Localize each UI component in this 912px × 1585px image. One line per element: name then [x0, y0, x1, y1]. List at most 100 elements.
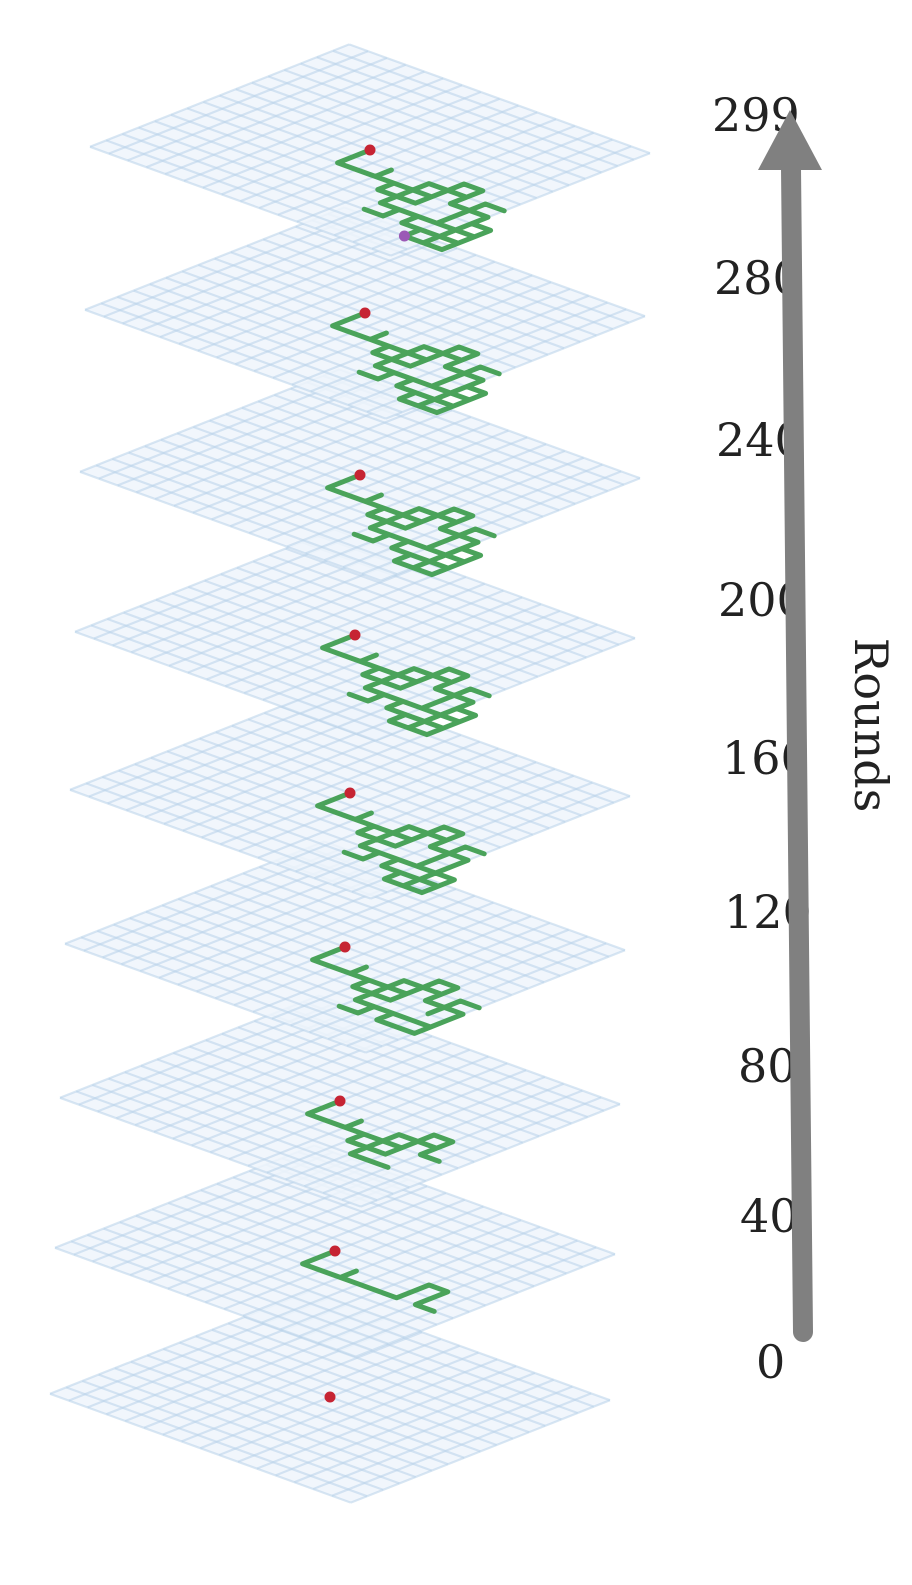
grid-line [262, 238, 565, 350]
grid-line [221, 1032, 524, 1144]
start-dot [364, 144, 376, 156]
grid-line [236, 566, 539, 678]
grid-line [205, 1039, 507, 1151]
grid-line [348, 43, 651, 155]
rounds-arrow-shaft [781, 158, 813, 1342]
grid-line [237, 1026, 540, 1138]
grid-line [210, 885, 512, 997]
grid-line [295, 767, 556, 873]
grid-line [228, 1055, 489, 1161]
start-dot [354, 469, 366, 481]
grid-line [360, 1103, 621, 1208]
grid-line [235, 88, 537, 200]
grid-layer-299 [89, 43, 651, 257]
grid-line [257, 754, 518, 859]
grid-line [253, 267, 514, 373]
walk-path [310, 944, 482, 1036]
grid-line [293, 1378, 555, 1484]
grid-line [355, 1253, 616, 1358]
grid-line [84, 206, 345, 311]
grid-layer-280 [84, 206, 646, 420]
grid-line [248, 429, 509, 535]
grid-line [267, 75, 570, 187]
grid-line [261, 1219, 522, 1324]
grid-line [312, 1385, 573, 1491]
grid-line [277, 111, 538, 216]
grid-line [296, 118, 557, 223]
grid-layer-200 [74, 528, 636, 742]
grid-line [246, 244, 549, 356]
grid-line [285, 1075, 546, 1181]
grid-line [262, 596, 523, 701]
start-dot [349, 629, 361, 641]
grid-line [247, 1062, 508, 1167]
grid-line [256, 1365, 517, 1470]
grid-line [211, 1328, 514, 1440]
grid-line [285, 547, 587, 659]
end-dot [398, 230, 410, 242]
grid-line [243, 589, 504, 695]
grid-line [275, 1371, 536, 1477]
grid-line [264, 711, 566, 823]
grid-line [257, 400, 560, 512]
grid-line [274, 393, 576, 505]
grid-line [220, 573, 522, 685]
grid-line [280, 1225, 541, 1331]
grid-line [315, 124, 576, 230]
grid-line [195, 1335, 497, 1447]
start-dot [329, 1245, 341, 1257]
round-label-80: 80 [738, 1039, 797, 1093]
grid-layer-120 [64, 840, 626, 1054]
start-dot [339, 941, 351, 953]
grid-line [227, 1322, 530, 1434]
grid-line [300, 62, 602, 174]
grid-line [216, 1182, 519, 1294]
grid-line [252, 908, 513, 1013]
grid-line [316, 56, 618, 168]
grid-line [241, 406, 544, 518]
grid-line [365, 949, 626, 1054]
grid-line [284, 68, 586, 180]
walk-path [325, 472, 497, 578]
grid-line [290, 921, 551, 1027]
grid-layer-40 [54, 1144, 616, 1358]
grid-line [226, 878, 529, 990]
start-dot [324, 1391, 336, 1403]
grid-line [233, 901, 494, 1007]
round-label-40: 40 [740, 1189, 799, 1243]
walk-path [335, 147, 507, 253]
grid-line [300, 609, 561, 715]
grid-line [232, 1176, 535, 1288]
grid-line [279, 231, 581, 343]
grid-line [251, 81, 554, 193]
grid-line [242, 872, 545, 984]
grid-line [238, 747, 499, 853]
grid-line [266, 1069, 527, 1174]
grid-layer-0 [49, 1290, 611, 1504]
grid-line [259, 865, 561, 977]
grid-line [231, 724, 534, 836]
grid-line [252, 560, 555, 672]
grid-layer-240 [79, 368, 641, 582]
start-dot [334, 1095, 346, 1107]
grid-line [276, 761, 537, 866]
rounds-axis: Rounds [758, 110, 898, 1342]
start-dot [344, 787, 356, 799]
walk-path [305, 1098, 456, 1170]
walk-path [300, 1248, 451, 1314]
grid-line [291, 281, 552, 386]
grid-line [290, 387, 592, 499]
grid-line [267, 436, 528, 541]
grid-line [341, 1096, 602, 1201]
grid-line [281, 603, 542, 708]
walk-path [330, 310, 502, 416]
round-label-0: 0 [756, 1335, 785, 1389]
grid-line [271, 915, 532, 1020]
grid-line [258, 104, 519, 210]
grid-line [350, 1399, 611, 1504]
grid-line [218, 1351, 479, 1457]
grid-line [249, 1169, 551, 1281]
grid-line [272, 274, 533, 379]
grid-line [269, 553, 571, 665]
